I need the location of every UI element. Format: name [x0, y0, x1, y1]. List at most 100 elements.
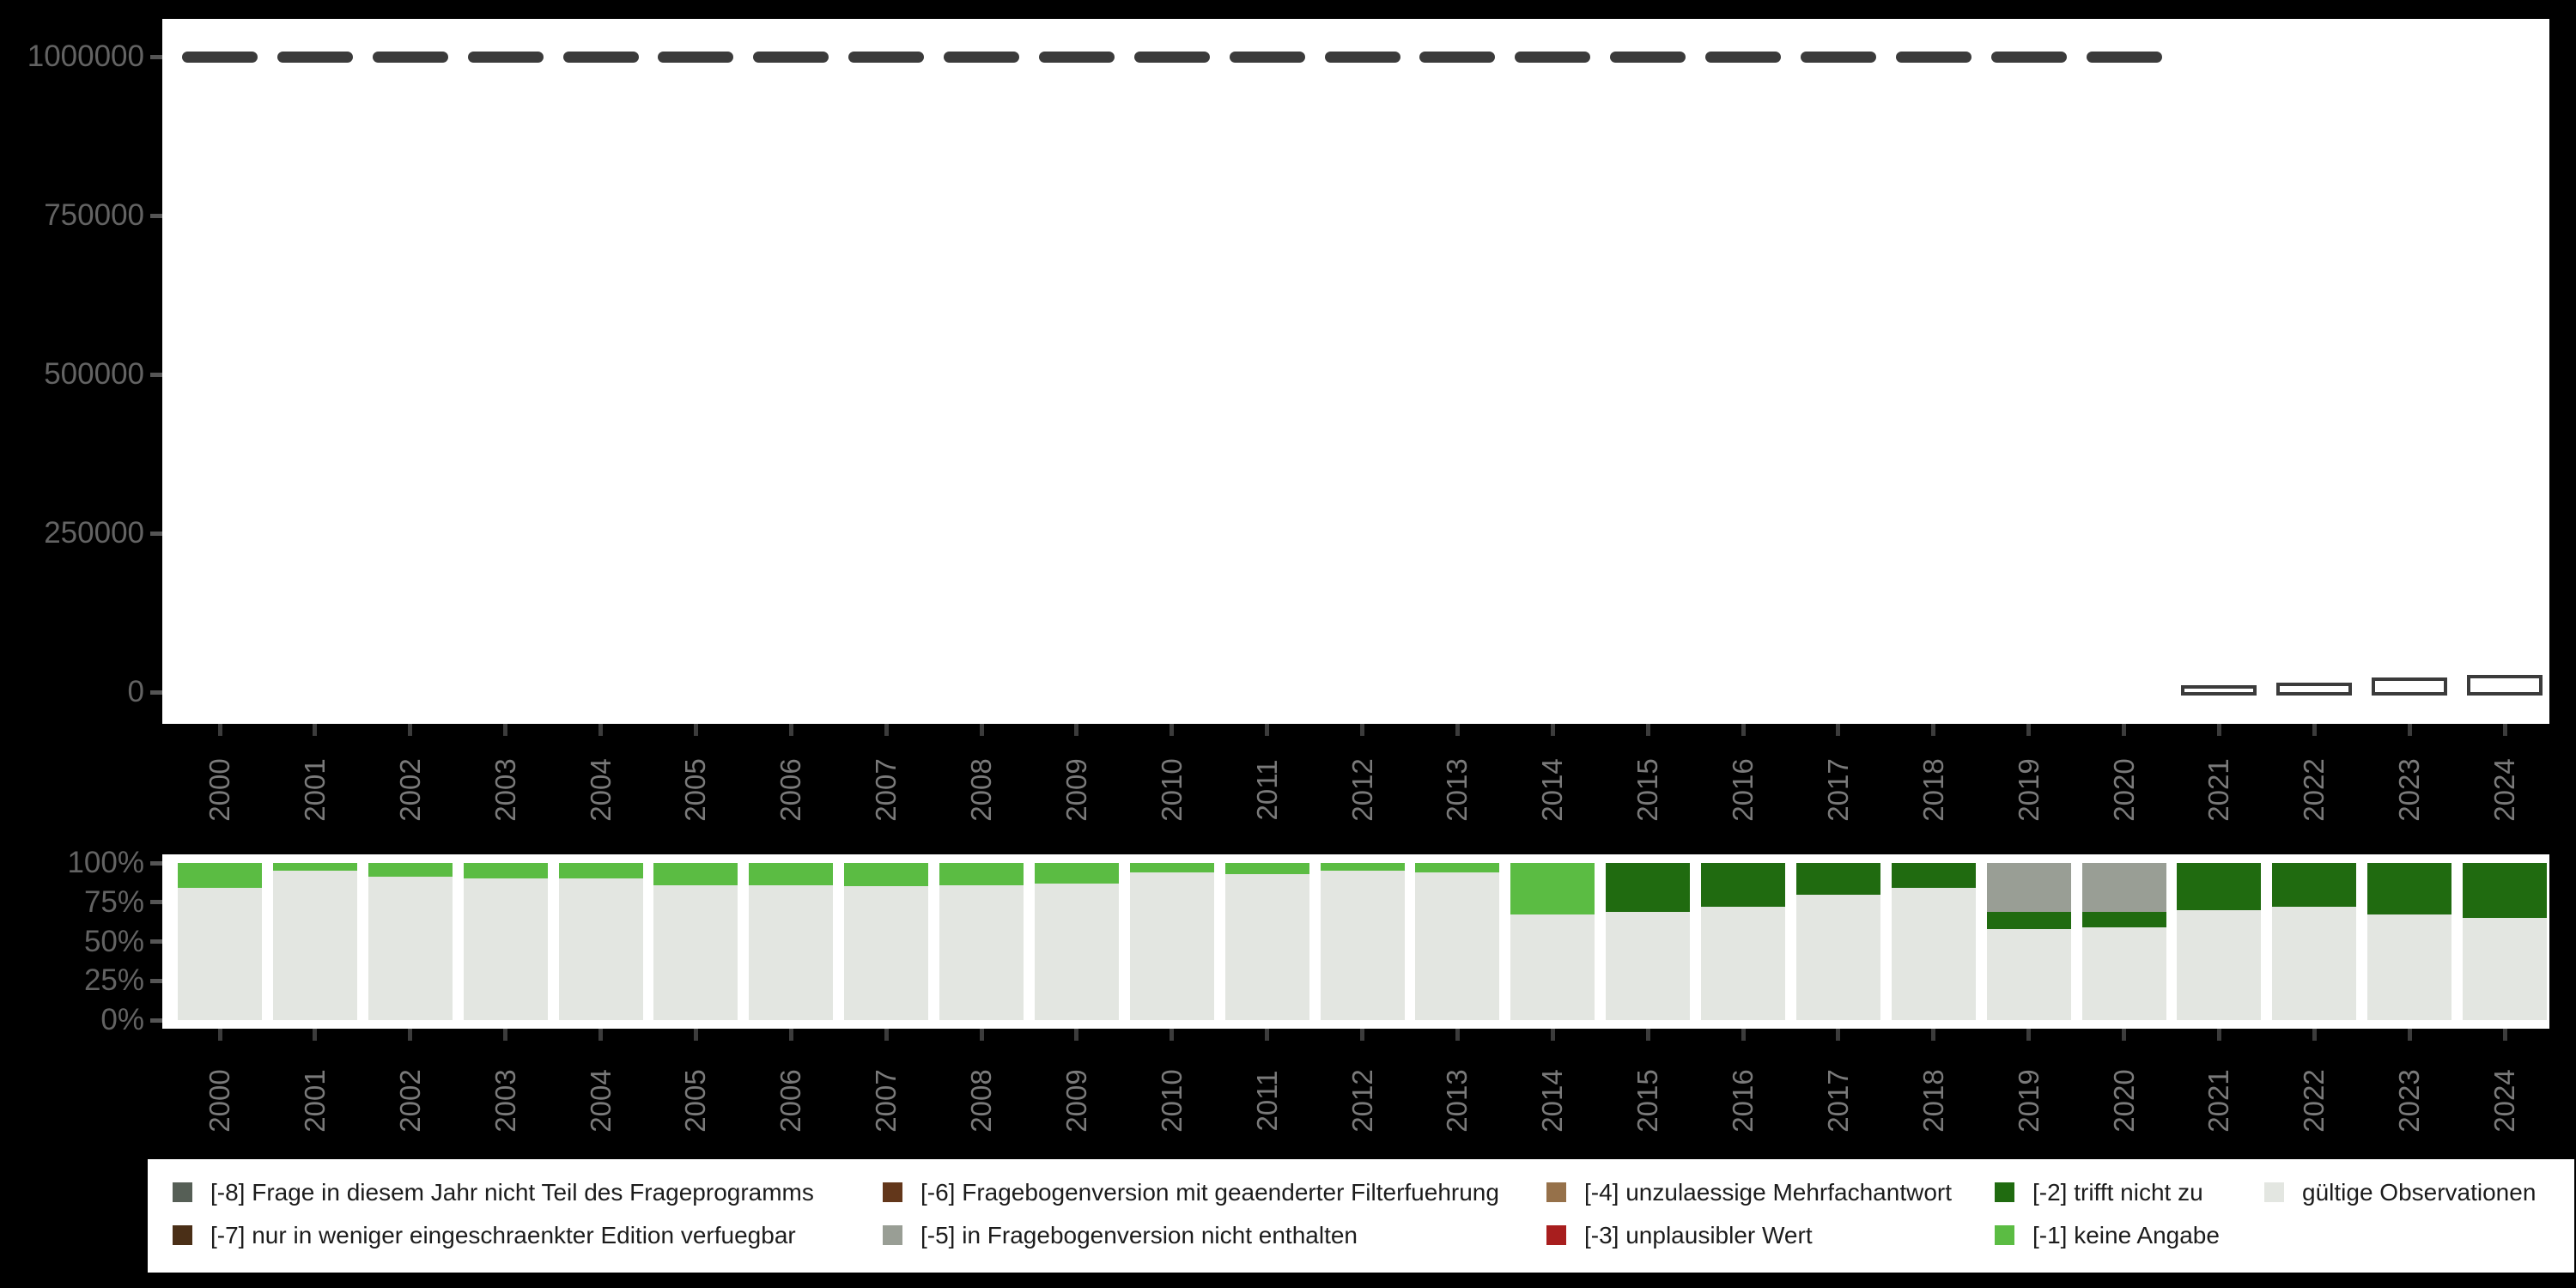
counts-x-tick: [503, 724, 508, 736]
stack-bar-2010: [1129, 863, 1214, 1020]
percent-year-label: 2004: [584, 1069, 617, 1133]
stack-segment-2014-valid: [1510, 914, 1595, 1020]
stack-segment-2013--1: [1415, 863, 1500, 872]
counts-year-label: 2021: [2202, 758, 2235, 822]
percent-year-label: 2024: [2488, 1069, 2520, 1133]
legend-label--1: [-1] keine Angabe: [2032, 1222, 2220, 1249]
counts-x-tick: [1360, 724, 1364, 736]
percent-year-label: 2009: [1060, 1069, 1092, 1133]
percent-year-label: 2016: [1727, 1069, 1759, 1133]
count-bar-2016: [1705, 51, 1781, 63]
counts-x-tick: [1550, 724, 1555, 736]
counts-y-tick: [150, 372, 162, 377]
legend-label--2: [-2] trifft nicht zu: [2032, 1179, 2203, 1206]
percent-year-label: 2021: [2202, 1069, 2235, 1133]
legend-label--8: [-8] Frage in diesem Jahr nicht Teil des…: [210, 1179, 814, 1206]
stack-segment-2002-valid: [368, 877, 453, 1020]
percent-year-label: 2012: [1346, 1069, 1378, 1133]
stack-segment-2020--5: [2081, 863, 2166, 912]
stack-segment-2019--5: [1986, 863, 2071, 912]
percent-x-tick: [408, 1029, 413, 1041]
count-bar-2012: [1324, 51, 1400, 63]
percent-year-label: 2001: [298, 1069, 331, 1133]
stack-bar-2014: [1510, 863, 1595, 1020]
count-bar-2011: [1229, 51, 1305, 63]
percent-x-tick: [884, 1029, 889, 1041]
stack-bar-2018: [1891, 863, 1976, 1020]
percent-x-tick: [313, 1029, 318, 1041]
counts-year-label: 2016: [1727, 758, 1759, 822]
legend: [-8] Frage in diesem Jahr nicht Teil des…: [148, 1159, 2574, 1273]
counts-x-tick: [2502, 724, 2507, 736]
stack-segment-2023--2: [2367, 863, 2452, 915]
percent-y-tick-label: 25%: [83, 963, 144, 998]
count-bar-2013: [1419, 51, 1496, 63]
stack-segment-2019-valid: [1986, 928, 2071, 1020]
percent-year-label: 2000: [204, 1069, 235, 1133]
stack-bar-2003: [463, 863, 548, 1020]
count-bar-2009: [1038, 51, 1115, 63]
stack-segment-2021--2: [2177, 863, 2262, 910]
stack-bar-2009: [1034, 863, 1119, 1020]
percent-x-tick: [693, 1029, 698, 1041]
percent-year-label: 2020: [2107, 1069, 2140, 1133]
legend-swatch--6: [883, 1182, 902, 1202]
counts-x-tick: [598, 724, 603, 736]
stack-segment-2024--2: [2463, 863, 2547, 919]
count-bar-2002: [372, 51, 448, 63]
percent-x-tick: [2026, 1029, 2032, 1041]
counts-year-label: 2013: [1441, 758, 1473, 822]
counts-year-label: 2024: [2488, 758, 2520, 822]
stack-segment-2015--2: [1606, 863, 1691, 912]
percent-x-tick: [503, 1029, 508, 1041]
percent-x-tick: [2122, 1029, 2126, 1041]
percent-year-label: 2013: [1441, 1069, 1473, 1133]
percent-y-tick: [150, 1018, 162, 1023]
percent-year-label: 2014: [1536, 1069, 1569, 1133]
counts-year-label: 2009: [1060, 758, 1092, 822]
stack-segment-2005--1: [653, 863, 738, 885]
legend-label--6: [-6] Fragebogenversion mit geaenderter F…: [920, 1179, 1499, 1206]
stack-segment-2013-valid: [1415, 872, 1500, 1020]
counts-year-label: 2007: [870, 758, 902, 822]
counts-x-tick: [2026, 724, 2032, 736]
count-bar-2015: [1610, 51, 1686, 63]
stack-bar-2022: [2272, 863, 2357, 1020]
percent-year-label: 2017: [1821, 1069, 1854, 1133]
percent-year-label: 2015: [1631, 1069, 1664, 1133]
percent-x-tick: [1455, 1029, 1460, 1041]
stack-segment-2016-valid: [1701, 907, 1785, 1020]
stack-bar-2005: [653, 863, 738, 1020]
counts-x-tick: [979, 724, 984, 736]
stack-bar-2004: [558, 863, 643, 1020]
legend-swatch--2: [1995, 1182, 2014, 1202]
stack-bar-2006: [749, 863, 834, 1020]
counts-year-label: 2020: [2107, 758, 2140, 822]
stack-bar-2012: [1320, 863, 1405, 1020]
legend-swatch-valid: [2264, 1182, 2284, 1202]
count-bar-2024: [2467, 675, 2543, 696]
count-bar-2001: [276, 51, 353, 63]
counts-year-label: 2001: [298, 758, 331, 822]
counts-year-label: 2008: [965, 758, 997, 822]
percent-x-tick: [1645, 1029, 1650, 1041]
percent-year-label: 2018: [1917, 1069, 1949, 1133]
stack-bar-2008: [939, 863, 1024, 1020]
count-bar-2018: [1895, 51, 1971, 63]
counts-y-tick-label: 750000: [44, 198, 144, 232]
percent-x-tick: [1741, 1029, 1746, 1041]
counts-year-label: 2017: [1821, 758, 1854, 822]
counts-year-label: 2005: [679, 758, 712, 822]
counts-y-tick-label: 250000: [44, 516, 144, 550]
stack-segment-2011--1: [1224, 863, 1309, 874]
count-bar-2014: [1515, 51, 1591, 63]
count-bar-2000: [182, 51, 258, 63]
stack-segment-2019--2: [1986, 911, 2071, 929]
stack-segment-2007-valid: [844, 886, 929, 1020]
counts-year-label: 2000: [204, 758, 235, 822]
legend-swatch--8: [173, 1182, 192, 1202]
count-bar-2017: [1800, 51, 1876, 63]
counts-year-label: 2012: [1346, 758, 1378, 822]
percent-x-tick: [598, 1029, 603, 1041]
stack-bar-2021: [2177, 863, 2262, 1020]
